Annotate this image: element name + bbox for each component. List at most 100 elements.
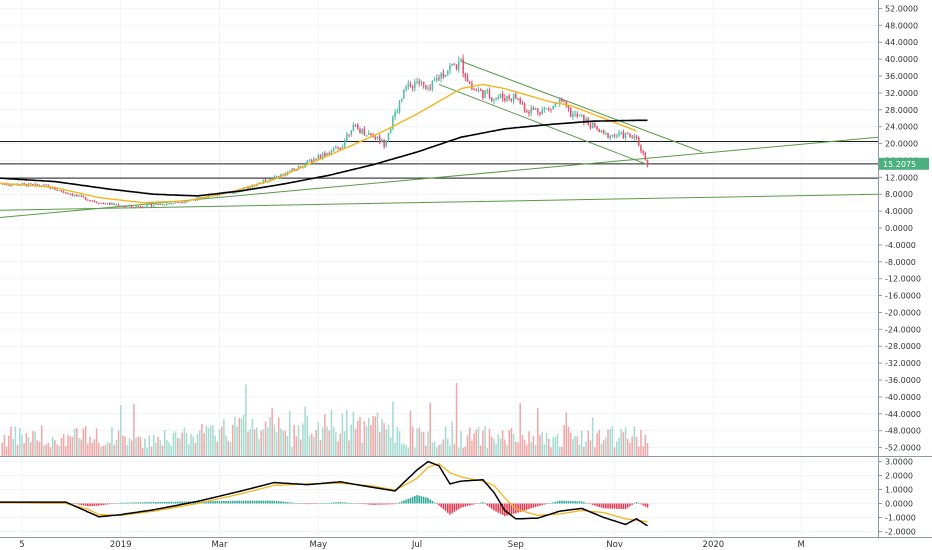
macd-histogram-bar	[631, 503, 633, 505]
volume-bar	[361, 442, 363, 456]
volume-bar	[543, 444, 546, 456]
candle-body	[519, 98, 521, 104]
candle-body	[455, 64, 458, 70]
candle-body	[550, 108, 552, 110]
volume-bar	[260, 430, 262, 456]
macd-histogram-bar	[256, 500, 258, 504]
volume-bar	[640, 429, 642, 456]
candle-body	[473, 89, 475, 91]
macd-histogram-bar	[205, 501, 208, 504]
volume-bar	[304, 406, 306, 456]
volume-bar	[49, 447, 52, 456]
candle-body	[341, 146, 344, 150]
volume-bar	[277, 417, 280, 456]
macd-histogram-bar	[229, 500, 232, 504]
macd-histogram-bar	[519, 503, 521, 512]
volume-bar	[629, 442, 631, 456]
volume-bar	[558, 446, 561, 456]
candle-body	[302, 167, 304, 169]
macd-histogram-bar	[596, 503, 598, 507]
macd-histogram-bar	[394, 503, 396, 505]
volume-bar	[359, 417, 361, 456]
volume-bar	[297, 425, 300, 456]
candle-body	[249, 187, 251, 189]
candle-body	[457, 60, 460, 70]
volume-bar	[282, 430, 284, 456]
candle-body	[146, 204, 148, 207]
macd-axis-tick-label: 1.0000	[885, 486, 913, 495]
volume-bar	[367, 417, 370, 456]
macd-histogram-bar	[181, 501, 183, 504]
macd-histogram-bar	[319, 503, 322, 504]
volume-bar	[36, 440, 39, 456]
macd-histogram-bar	[398, 502, 401, 504]
candle-body	[148, 203, 151, 205]
macd-histogram-bar	[350, 503, 352, 504]
volume-bar	[466, 435, 469, 456]
candle-body	[339, 147, 341, 150]
candle-body	[596, 126, 598, 130]
candle-body	[359, 128, 361, 134]
volume-bar	[620, 429, 622, 456]
candle-body	[65, 192, 67, 194]
candle-body	[436, 78, 438, 81]
volume-bar	[216, 441, 219, 456]
candle-body	[552, 106, 554, 110]
macd-histogram-bar	[611, 503, 614, 509]
candle-body	[598, 129, 601, 133]
macd-histogram-bar	[302, 503, 304, 504]
macd-histogram-bar	[227, 500, 230, 504]
candle-body	[1, 183, 3, 185]
macd-histogram-bar	[310, 503, 313, 504]
axes	[0, 0, 932, 538]
macd-histogram-bar	[275, 500, 278, 504]
macd-histogram-bar	[558, 500, 561, 504]
candle-body	[543, 108, 546, 110]
volume-bar	[192, 436, 194, 456]
candle-body	[54, 187, 56, 190]
macd-histogram-bar	[585, 502, 587, 504]
volume-bar	[541, 432, 543, 456]
candle-body	[383, 139, 385, 147]
volume-bar	[510, 428, 513, 456]
candle-body	[497, 97, 500, 99]
macd-histogram-bar	[598, 503, 601, 507]
candle-body	[56, 189, 58, 191]
volume-bar	[521, 434, 524, 456]
volume-bar	[256, 427, 258, 456]
candle-body	[479, 89, 482, 91]
volume-bar	[100, 446, 102, 456]
volume-bar	[262, 429, 265, 456]
candle-body	[580, 114, 583, 116]
volume-bar	[591, 417, 594, 456]
price-candles	[1, 54, 649, 209]
candle-body	[627, 133, 629, 135]
volume-bar	[547, 438, 550, 456]
volume-bar	[21, 434, 23, 456]
volume-bar	[269, 417, 271, 456]
macd-histogram-bar	[479, 502, 482, 504]
volume-bar	[420, 431, 423, 456]
volume-bar	[385, 429, 388, 456]
volume-bar	[315, 429, 317, 456]
candle-body	[425, 85, 427, 89]
macd-histogram-bar	[308, 503, 311, 505]
macd-histogram-bar	[378, 503, 381, 505]
macd-histogram-bar	[433, 502, 436, 504]
volume-bar	[267, 427, 269, 456]
volume-bar	[475, 429, 478, 456]
macd-histogram-bar	[108, 503, 111, 505]
macd-histogram-bar	[284, 501, 287, 504]
candle-body	[512, 94, 515, 101]
candle-body	[91, 200, 93, 202]
candle-body	[343, 140, 346, 147]
time-axis-label: Jul	[411, 540, 422, 550]
candle-body	[387, 132, 390, 141]
candle-body	[486, 89, 489, 91]
macd-histogram-bar	[541, 503, 543, 506]
candle-body	[330, 151, 333, 155]
macd-histogram-bar	[76, 503, 78, 505]
macd-histogram-bar	[137, 502, 140, 504]
volume-bar	[537, 407, 539, 456]
